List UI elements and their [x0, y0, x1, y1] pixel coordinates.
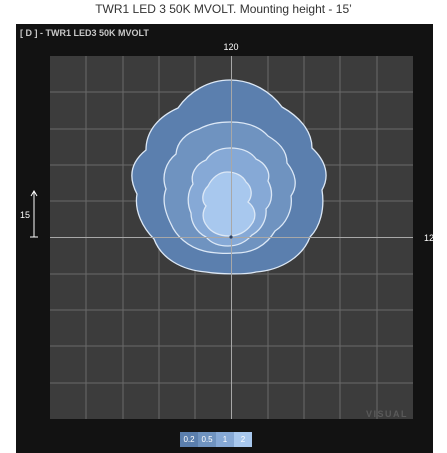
legend-item: 2 — [234, 432, 252, 447]
panel-title: [ D ] - TWR1 LED3 50K MVOLT — [20, 28, 149, 38]
figure-caption: TWR1 LED 3 50K MVOLT. Mounting height - … — [95, 2, 352, 16]
mounting-height-indicator — [30, 190, 38, 238]
legend-item: 0.5 — [198, 432, 216, 447]
luminaire-marker — [229, 235, 233, 239]
footcandle-legend: 0.2 0.5 1 2 — [180, 432, 252, 447]
isofootcandle-plot: [ D ] - TWR1 LED3 50K MVOLT — [20, 28, 433, 419]
top-distance-label: 120 — [223, 42, 238, 52]
legend-item: 1 — [216, 432, 234, 447]
contour-2 — [202, 171, 256, 237]
photometric-panel: [ D ] - TWR1 LED3 50K MVOLT — [16, 24, 433, 453]
legend-item: 0.2 — [180, 432, 198, 447]
watermark-text: VISUAL — [366, 409, 408, 419]
mounting-height-label: 15 — [20, 210, 30, 220]
right-distance-label: 120 — [424, 233, 433, 243]
